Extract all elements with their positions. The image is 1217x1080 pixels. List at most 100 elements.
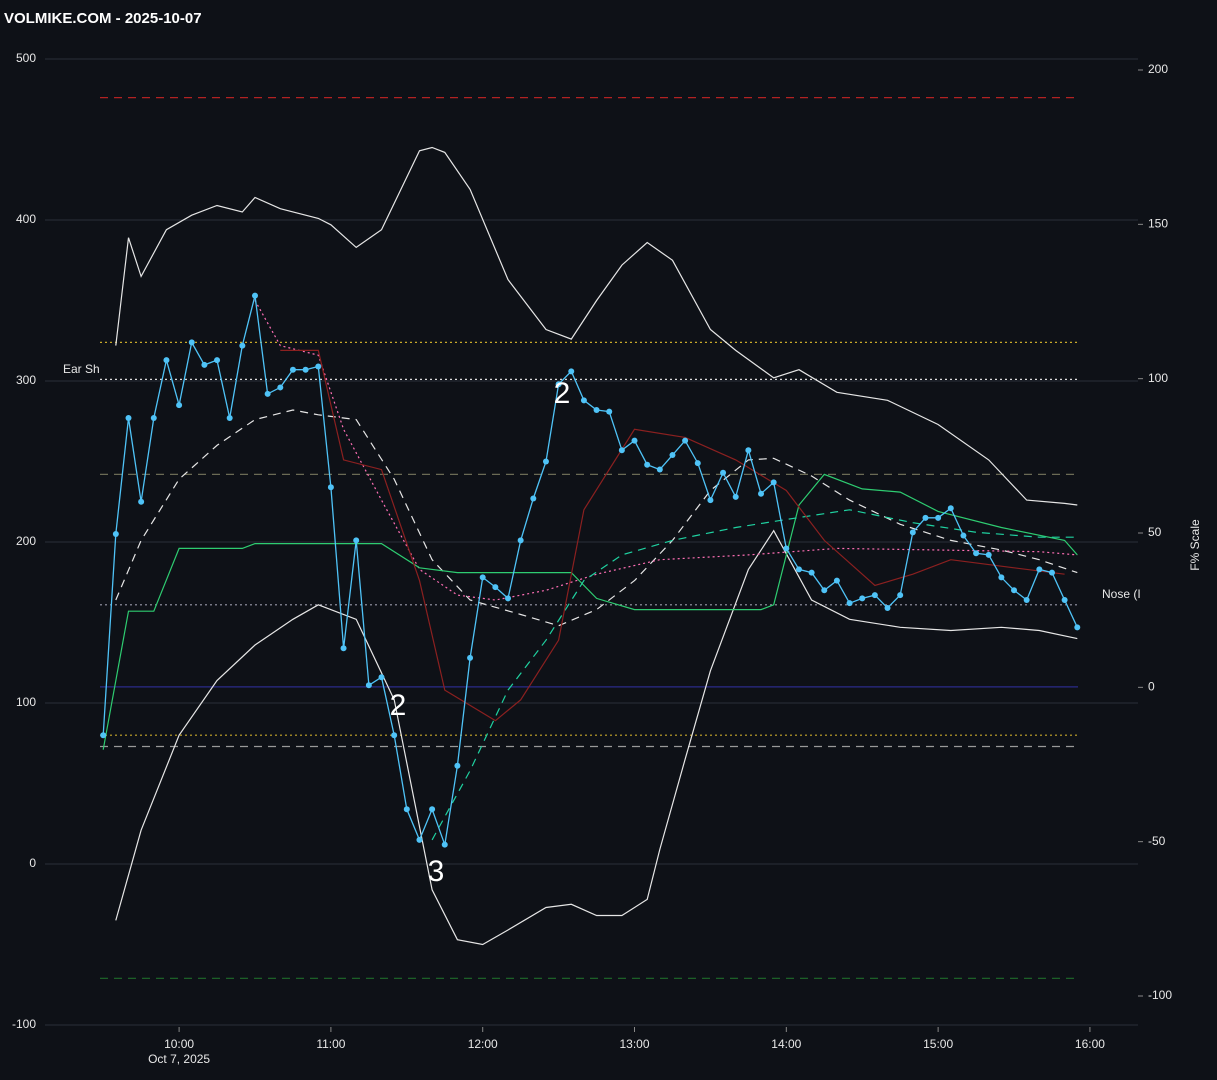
- y-tick-label: 300: [16, 373, 36, 387]
- data-point: [100, 732, 107, 739]
- data-point: [277, 384, 284, 391]
- data-point: [429, 806, 436, 813]
- data-point: [644, 461, 651, 468]
- y-tick-label: 400: [16, 212, 36, 226]
- data-point: [1061, 596, 1068, 603]
- data-point: [289, 366, 296, 373]
- data-point: [821, 587, 828, 594]
- x-tick-label: 14:00: [771, 1037, 801, 1051]
- data-point: [1036, 566, 1043, 573]
- y2-tick-label: 0: [1148, 680, 1155, 694]
- data-point: [682, 437, 689, 444]
- data-point: [998, 574, 1005, 581]
- y2-axis-label: F% Scale: [1188, 519, 1202, 571]
- data-point: [112, 530, 119, 537]
- data-point: [897, 592, 904, 599]
- data-point: [871, 592, 878, 599]
- data-point: [606, 408, 613, 415]
- data-point: [201, 361, 208, 368]
- data-point: [378, 674, 385, 681]
- y-tick-label: 500: [16, 51, 36, 65]
- y2-tick-label: -100: [1148, 988, 1172, 1002]
- x-tick-label: 12:00: [468, 1037, 498, 1051]
- data-point: [808, 569, 815, 576]
- data-point: [669, 452, 676, 459]
- data-point: [479, 574, 486, 581]
- data-point: [846, 600, 853, 607]
- data-point: [1074, 624, 1081, 631]
- data-point: [884, 605, 891, 612]
- data-point: [467, 654, 474, 661]
- data-point: [302, 366, 309, 373]
- data-point: [745, 447, 752, 454]
- data-point: [580, 397, 587, 404]
- data-point: [568, 368, 575, 375]
- data-point: [694, 460, 701, 467]
- data-point: [783, 545, 790, 552]
- data-point: [593, 406, 600, 413]
- annotation: 2: [554, 377, 571, 410]
- data-point: [758, 490, 765, 497]
- series-line: [102, 473, 1078, 750]
- series-line: [115, 409, 1078, 627]
- series-line: [115, 146, 1078, 506]
- data-point: [618, 447, 625, 454]
- data-point: [833, 577, 840, 584]
- data-point: [264, 390, 271, 397]
- annotation: 3: [428, 855, 445, 888]
- data-point: [656, 466, 663, 473]
- x-tick-label: 15:00: [923, 1037, 953, 1051]
- data-point: [214, 357, 221, 364]
- data-point: [150, 415, 157, 422]
- x-tick-label: 13:00: [619, 1037, 649, 1051]
- series-line: [102, 295, 1078, 845]
- data-point: [188, 339, 195, 346]
- data-point: [732, 493, 739, 500]
- data-point: [985, 551, 992, 558]
- data-point: [530, 495, 537, 502]
- data-point: [1023, 596, 1030, 603]
- data-point: [365, 682, 372, 689]
- data-point: [251, 292, 258, 299]
- y-tick-label: 200: [16, 534, 36, 548]
- data-point: [909, 529, 916, 536]
- y2-tick-label: 200: [1148, 62, 1168, 76]
- y2-tick-label: -50: [1148, 834, 1166, 848]
- data-point: [403, 806, 410, 813]
- chart-title: VOLMIKE.COM - 2025-10-07: [4, 10, 202, 27]
- x-tick-label: 16:00: [1075, 1037, 1105, 1051]
- data-point: [770, 479, 777, 486]
- data-point: [492, 584, 499, 591]
- data-point: [226, 415, 233, 422]
- series-line: [254, 300, 1078, 601]
- series-line: [115, 529, 1078, 946]
- data-point: [505, 595, 512, 602]
- data-point: [125, 415, 132, 422]
- annotation: 2: [390, 689, 407, 722]
- data-point: [391, 732, 398, 739]
- data-point: [947, 505, 954, 512]
- data-point: [795, 566, 802, 573]
- data-point: [315, 363, 322, 370]
- data-point: [176, 402, 183, 409]
- data-point: [163, 357, 170, 364]
- data-point: [454, 762, 461, 769]
- data-point: [441, 841, 448, 848]
- data-point: [1011, 587, 1018, 594]
- data-point: [239, 342, 246, 349]
- data-point: [542, 458, 549, 465]
- data-point: [960, 532, 967, 539]
- y2-tick-label: 50: [1148, 525, 1162, 539]
- data-point: [416, 836, 423, 843]
- data-point: [720, 469, 727, 476]
- x-tick-label: 10:00: [164, 1037, 194, 1051]
- data-point: [340, 645, 347, 652]
- y2-tick-label: 150: [1148, 217, 1168, 231]
- data-point: [1048, 569, 1055, 576]
- y-tick-label: 0: [29, 856, 36, 870]
- data-point: [935, 514, 942, 521]
- y2-tick-label: 100: [1148, 371, 1168, 385]
- series-line: [280, 349, 1065, 722]
